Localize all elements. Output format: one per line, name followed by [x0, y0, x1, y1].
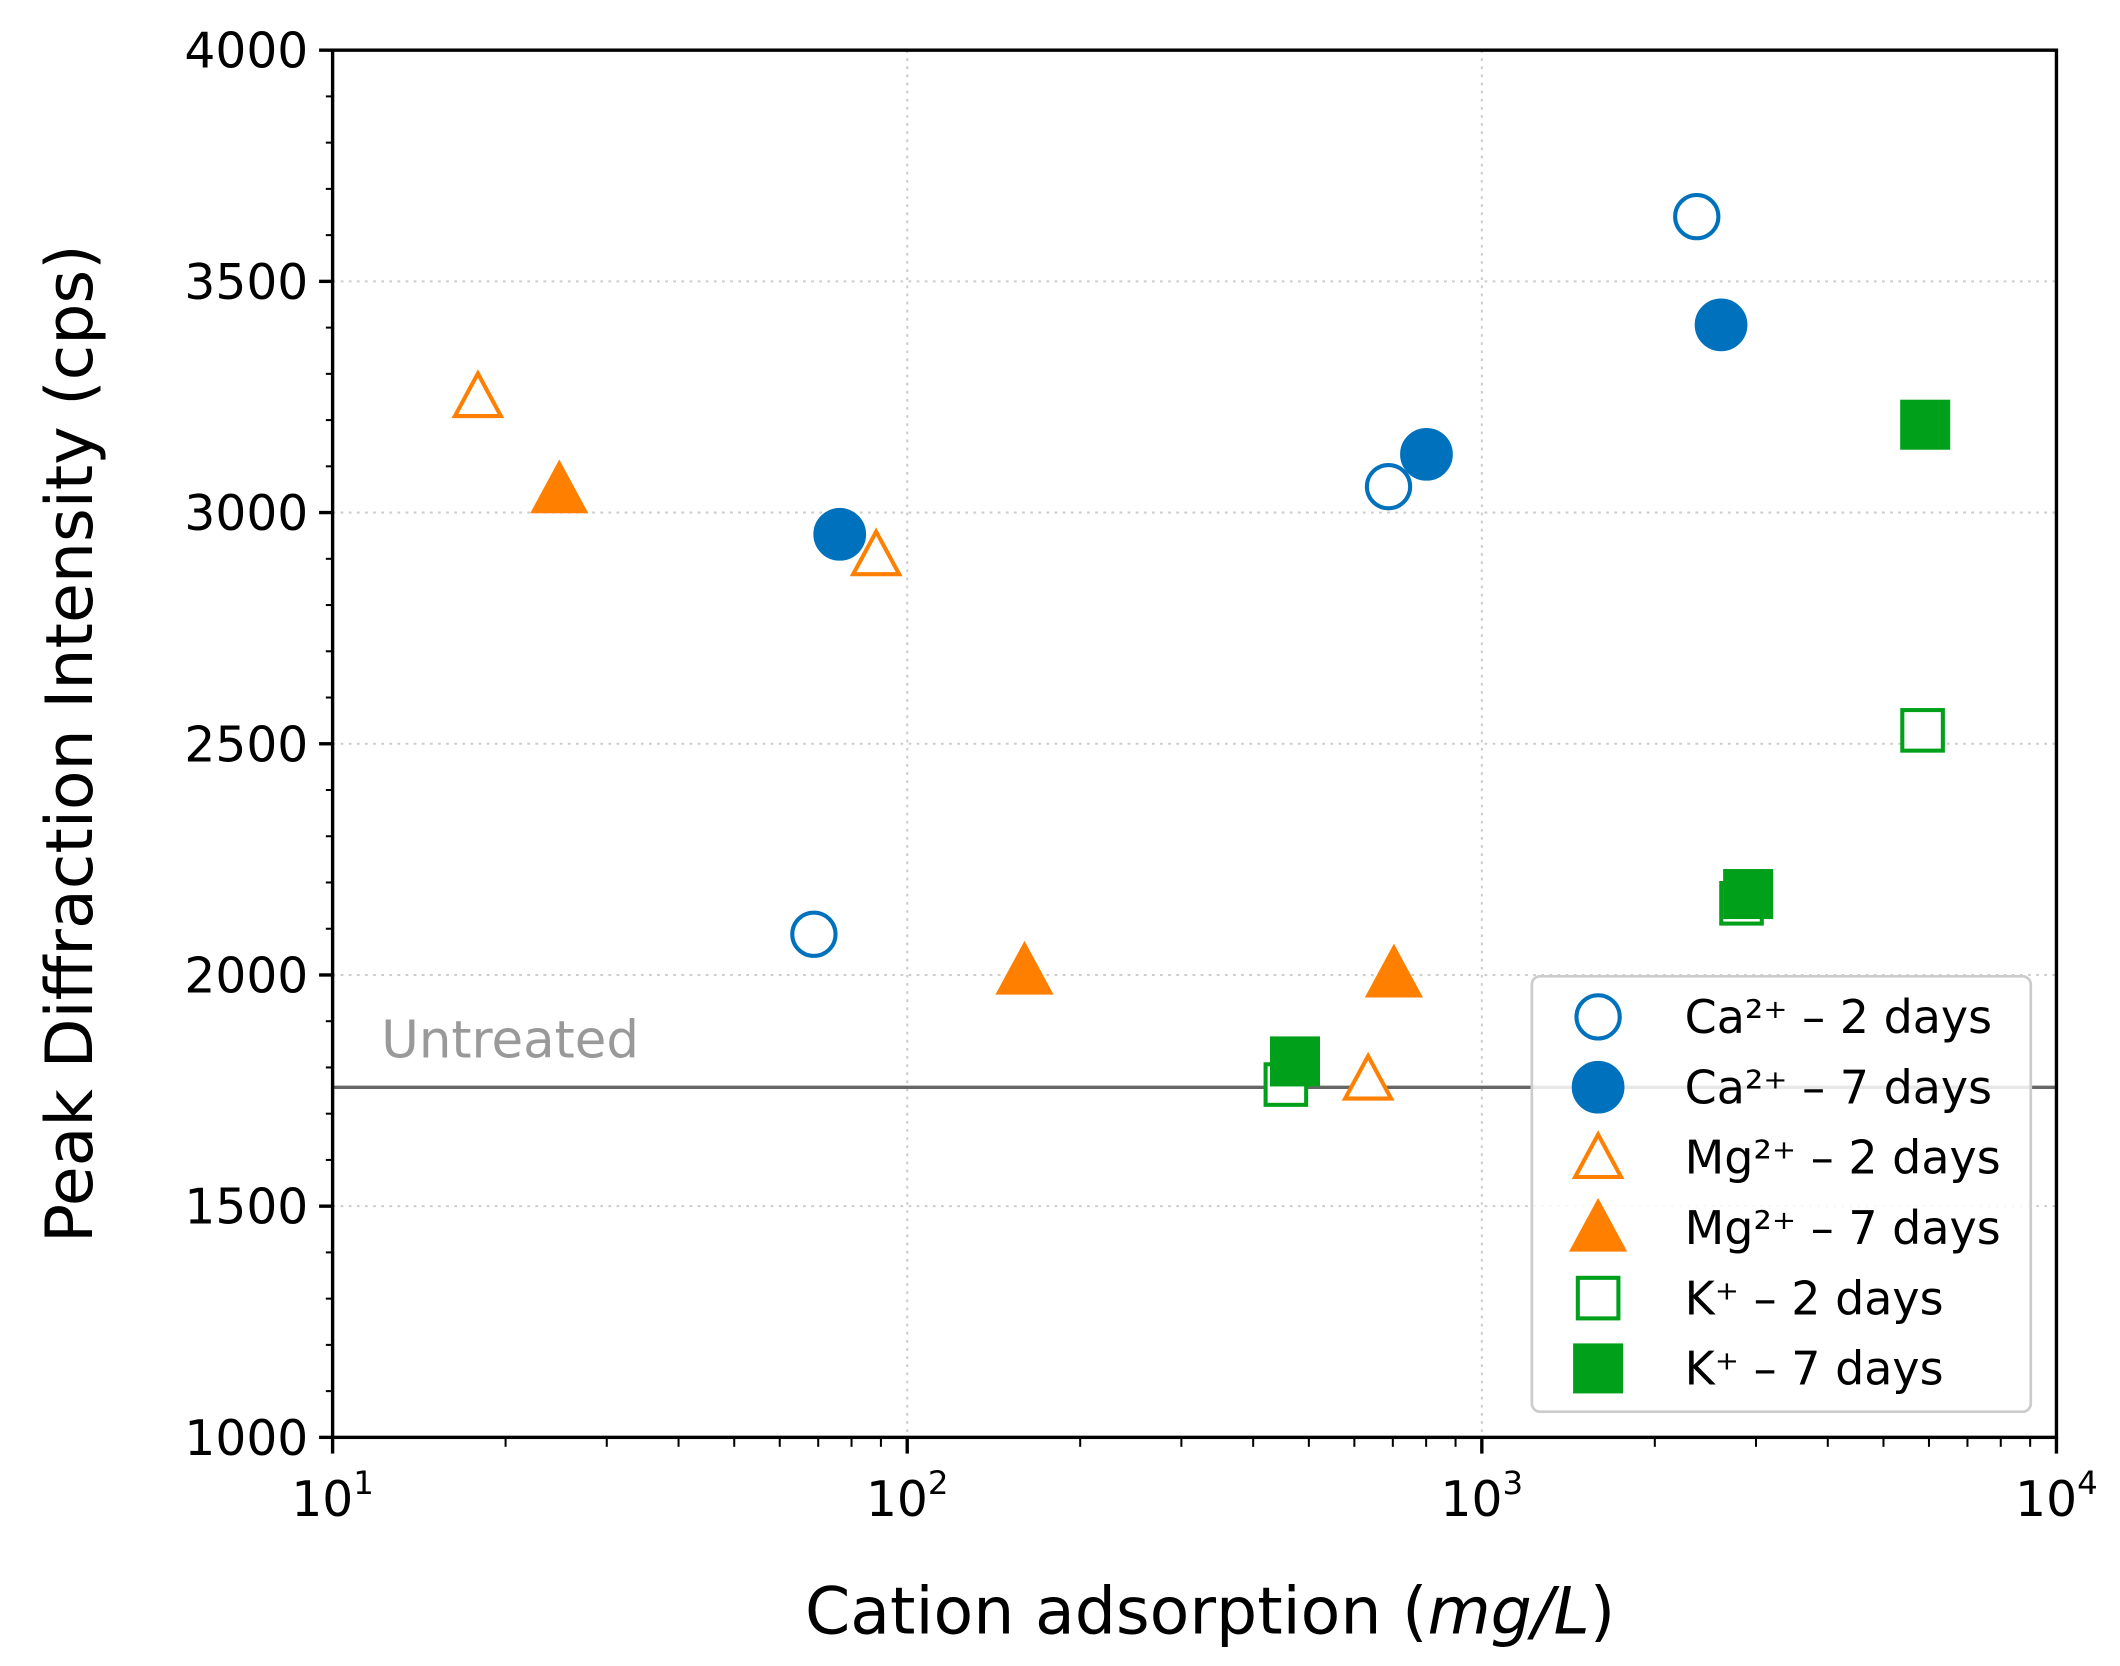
x-tick-label: 104 [2015, 1464, 2098, 1528]
data-point [1694, 298, 1748, 352]
legend-label: Mg²⁺ – 7 days [1685, 1201, 2001, 1255]
legend-label: K⁺ – 2 days [1685, 1271, 1944, 1325]
legend-label: Ca²⁺ – 7 days [1685, 1060, 1992, 1114]
x-axis-label-text: Cation adsorption [805, 1574, 1382, 1649]
untreated-label: Untreated [381, 1010, 639, 1070]
legend-marker-icon [1571, 1130, 1625, 1180]
y-tick-label: 2000 [184, 949, 308, 1005]
legend-label: Mg²⁺ – 2 days [1685, 1131, 2001, 1185]
legend-marker-icon [1573, 1343, 1624, 1394]
y-tick-label: 3000 [184, 486, 308, 542]
data-point [1900, 708, 1945, 753]
x-axis-label-unit: mg/L [1427, 1574, 1589, 1649]
legend-marker-icon [1575, 1275, 1621, 1321]
legend: Ca²⁺ – 2 days Ca²⁺ – 7 days Mg²⁺ – 2 days M… [1530, 974, 2033, 1414]
data-point [1400, 427, 1453, 481]
y-tick-label: 3500 [184, 255, 308, 311]
data-point [849, 527, 903, 577]
data-point [813, 507, 867, 561]
legend-label: Ca²⁺ – 2 days [1685, 990, 1992, 1044]
axis-ticks: 1000 1500 2000 2500 3000 3500 4000 101 102 103 104 [184, 24, 2097, 1528]
y-axis-label: Peak Diffraction Intensity (cps) [33, 244, 108, 1243]
data-point [1364, 943, 1423, 998]
data-point [1341, 1051, 1395, 1101]
x-tick-label: 103 [1441, 1464, 1524, 1528]
data-markers [451, 192, 1951, 1107]
legend-marker-icon [1574, 993, 1622, 1041]
x-axis-label: Cation adsorption (mg/L) [805, 1574, 1615, 1649]
legend-marker-icon [1571, 1060, 1625, 1114]
data-point [451, 369, 505, 419]
data-point [1364, 463, 1413, 511]
data-point [1673, 192, 1721, 241]
x-tick-label: 101 [291, 1464, 374, 1528]
y-tick-label: 2500 [184, 717, 308, 773]
data-point [1900, 399, 1951, 450]
legend-marker-icon [1569, 1197, 1628, 1252]
y-tick-label: 1500 [184, 1180, 308, 1236]
legend-box [1530, 974, 2033, 1414]
y-tick-label: 4000 [184, 24, 308, 80]
legend-label: K⁺ – 7 days [1685, 1342, 1944, 1396]
data-point [530, 459, 589, 514]
x-tick-label: 102 [866, 1464, 949, 1528]
data-point [1723, 869, 1774, 920]
data-point [995, 940, 1054, 995]
data-point [790, 910, 838, 958]
y-tick-label: 1000 [184, 1411, 308, 1467]
data-point [1269, 1036, 1321, 1087]
